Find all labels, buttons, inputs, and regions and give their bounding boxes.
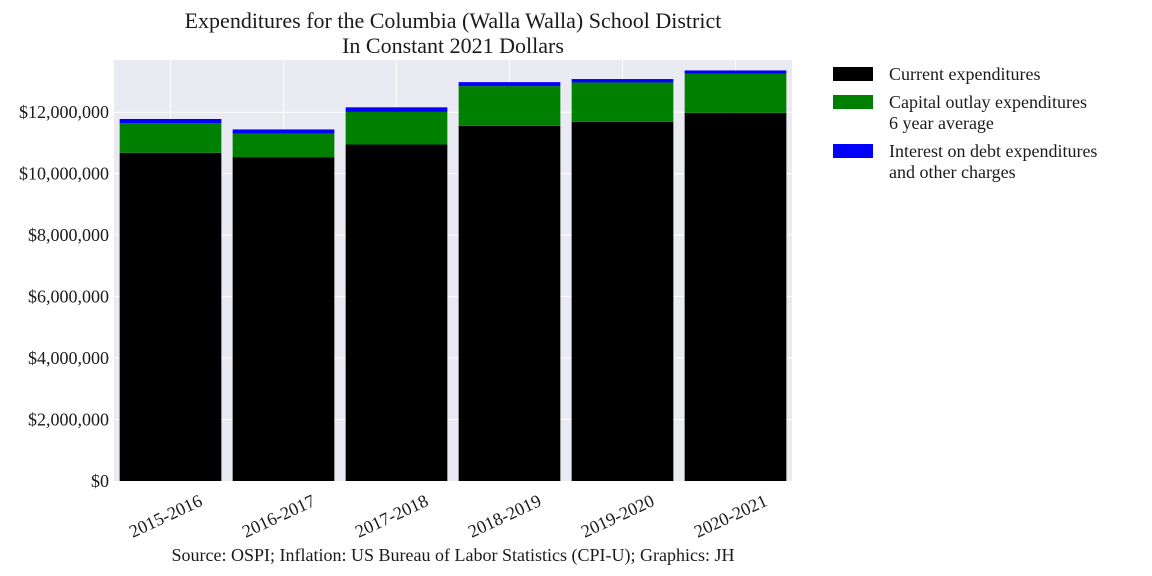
x-tick-label: 2019-2020: [578, 490, 657, 541]
bar-2020-2021-series-1: [684, 73, 787, 113]
legend-swatch-1: [833, 95, 873, 109]
x-tick-label: 2016-2017: [239, 490, 318, 541]
bar-2016-2017-series-2: [232, 129, 335, 134]
bar-2017-2018-series-1: [345, 111, 448, 145]
y-tick-label: $10,000,000: [19, 164, 109, 184]
legend-swatch-0: [833, 67, 873, 81]
y-tick-label: $2,000,000: [28, 410, 109, 430]
legend-label-1: 6 year average: [889, 113, 994, 133]
bar-2018-2019-series-1: [458, 86, 561, 126]
y-tick-label: $8,000,000: [28, 225, 109, 245]
legend-label-0: Current expenditures: [889, 64, 1040, 84]
bar-2016-2017-series-0: [232, 157, 335, 481]
bars-group: [119, 70, 787, 482]
bar-2016-2017-series-1: [232, 133, 335, 158]
bar-2020-2021-series-2: [684, 70, 787, 74]
plot-area: [114, 60, 792, 481]
chart-title: Expenditures for the Columbia (Walla Wal…: [185, 8, 722, 33]
bar-2015-2016-series-1: [119, 123, 222, 153]
bar-2020-2021-series-0: [684, 112, 787, 482]
legend-label-2: and other charges: [889, 162, 1016, 182]
legend-label-2: Interest on debt expenditures: [889, 141, 1097, 161]
bar-2017-2018-series-2: [345, 107, 448, 112]
bar-2015-2016-series-0: [119, 152, 222, 481]
y-tick-label: $0: [91, 471, 109, 491]
source-note: Source: OSPI; Inflation: US Bureau of La…: [172, 545, 735, 566]
bar-2019-2020-series-1: [571, 82, 674, 122]
x-tick-label: 2017-2018: [352, 490, 431, 541]
y-tick-label: $12,000,000: [19, 102, 109, 122]
bar-2018-2019-series-2: [458, 82, 561, 87]
y-tick-label: $6,000,000: [28, 287, 109, 307]
bar-2017-2018-series-0: [345, 144, 448, 481]
bar-2019-2020-series-0: [571, 121, 674, 481]
legend-swatch-2: [833, 144, 873, 158]
x-tick-label: 2020-2021: [691, 490, 770, 541]
bar-2018-2019-series-0: [458, 125, 561, 481]
legend: Current expenditures Capital outlay expen…: [833, 64, 1097, 182]
x-tick-label: 2015-2016: [126, 490, 205, 541]
bar-2015-2016-series-2: [119, 119, 222, 124]
y-tick-label: $4,000,000: [28, 348, 109, 368]
y-axis-ticks: $0 $2,000,000 $4,000,000 $6,000,000 $8,000,0…: [19, 102, 109, 491]
x-tick-label: 2018-2019: [465, 490, 544, 541]
legend-label-1: Capital outlay expenditures: [889, 92, 1087, 112]
chart-subtitle: In Constant 2021 Dollars: [342, 33, 564, 58]
x-axis-ticks: 2015-2016 2016-2017 2017-2018 2018-2019 2019…: [126, 490, 770, 541]
bar-2019-2020-series-2: [571, 79, 674, 83]
